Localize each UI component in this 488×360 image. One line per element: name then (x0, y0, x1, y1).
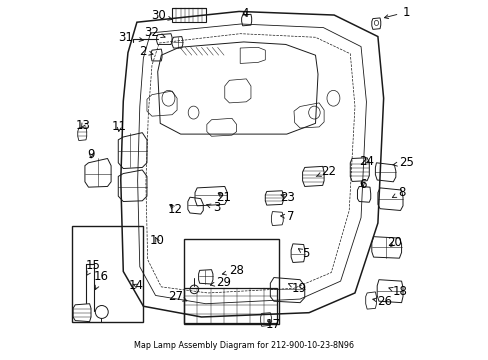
Text: 32: 32 (144, 26, 164, 39)
Text: 28: 28 (222, 264, 244, 277)
Text: 27: 27 (168, 290, 186, 303)
Text: 5: 5 (298, 247, 308, 260)
Text: 6: 6 (359, 178, 366, 191)
Text: 9: 9 (87, 148, 95, 161)
Bar (72, 226, 143, 321)
Text: 31: 31 (118, 31, 143, 44)
Text: 21: 21 (216, 191, 231, 204)
Text: 23: 23 (279, 191, 294, 204)
Text: 13: 13 (75, 119, 90, 132)
Text: 24: 24 (359, 155, 373, 168)
Text: 11: 11 (112, 121, 126, 134)
Text: 30: 30 (151, 9, 172, 22)
Text: 4: 4 (241, 7, 248, 20)
Text: 22: 22 (316, 165, 336, 177)
Text: 2: 2 (139, 45, 153, 58)
Text: 1: 1 (384, 6, 409, 19)
Text: 16: 16 (94, 270, 109, 289)
Text: 17: 17 (265, 318, 281, 331)
Text: 19: 19 (288, 282, 306, 295)
Text: 18: 18 (388, 285, 407, 298)
Bar (184, 288, 276, 323)
Text: 12: 12 (167, 203, 182, 216)
Text: 20: 20 (386, 236, 401, 249)
Text: 7: 7 (280, 210, 294, 223)
Text: 3: 3 (206, 202, 220, 215)
Text: 25: 25 (392, 156, 413, 169)
Text: 10: 10 (149, 234, 164, 247)
Text: 14: 14 (129, 279, 144, 292)
Bar (172, 8, 206, 22)
Text: 8: 8 (391, 186, 405, 199)
Text: Map Lamp Assembly Diagram for 212-900-10-23-8N96: Map Lamp Assembly Diagram for 212-900-10… (134, 341, 354, 350)
Bar (183, 239, 278, 324)
Text: 26: 26 (372, 295, 391, 308)
Text: 15: 15 (86, 259, 101, 275)
Text: 29: 29 (210, 276, 231, 289)
